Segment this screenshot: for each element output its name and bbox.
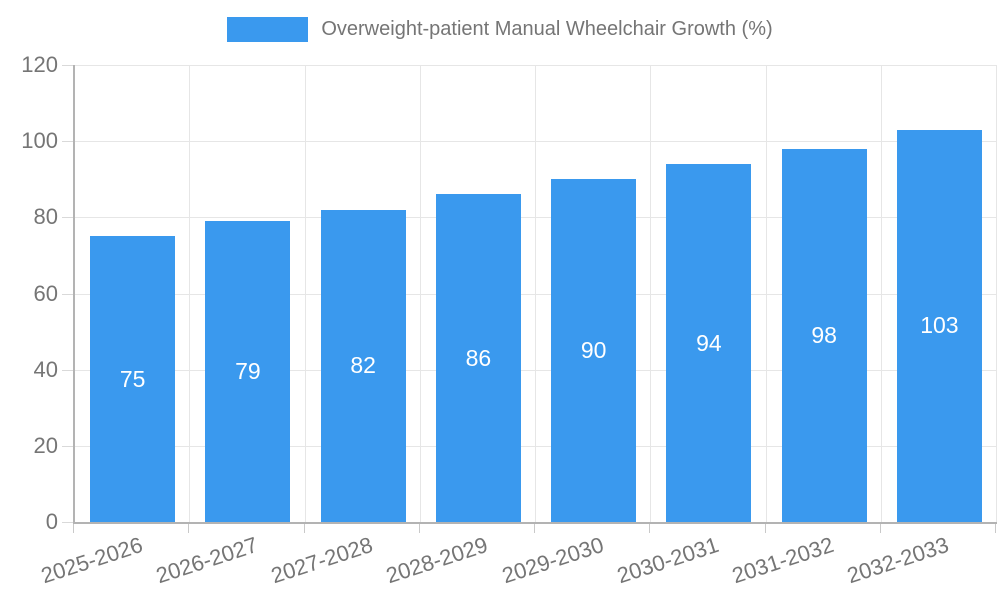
y-axis-tick-label: 120 <box>21 52 58 77</box>
bar[interactable]: 75 <box>90 236 176 522</box>
bar[interactable]: 90 <box>551 179 637 522</box>
x-axis-tick <box>649 524 651 533</box>
legend: Overweight-patient Manual Wheelchair Gro… <box>0 17 1000 42</box>
bar-value-label: 82 <box>350 352 376 379</box>
grid-line-vertical <box>419 65 421 522</box>
y-axis-tick <box>62 217 73 219</box>
x-axis-tick <box>764 524 766 533</box>
grid-line-vertical <box>996 65 997 522</box>
bar[interactable]: 103 <box>896 129 982 522</box>
bar-value-label: 86 <box>465 344 492 371</box>
x-axis-tick <box>995 524 996 533</box>
y-axis-tick-label: 100 <box>21 128 58 154</box>
x-axis-tick <box>73 524 74 533</box>
x-axis-tick <box>534 524 535 533</box>
y-axis-tick <box>62 141 73 143</box>
bar-value-label: 90 <box>580 337 607 364</box>
grid-line-horizontal <box>75 217 997 219</box>
x-axis-tick <box>188 524 190 533</box>
grid-line-vertical <box>765 65 767 522</box>
bar[interactable]: 86 <box>435 194 521 522</box>
y-axis-tick-label: 20 <box>33 432 58 458</box>
bar-value-label: 79 <box>235 358 261 385</box>
y-axis-tick <box>62 369 73 371</box>
grid-line-vertical <box>880 65 882 522</box>
grid-line-horizontal <box>75 445 997 447</box>
y-axis-tick-label: 80 <box>33 204 58 230</box>
legend-label: Overweight-patient Manual Wheelchair Gro… <box>321 18 773 40</box>
bar-value-label: 98 <box>811 321 837 348</box>
x-axis-tick <box>879 524 881 533</box>
legend-swatch <box>227 17 309 42</box>
bar-value-label: 75 <box>119 365 146 392</box>
y-axis-tick-label: 0 <box>45 509 58 534</box>
y-axis-tick <box>62 293 73 295</box>
grid-line-horizontal <box>75 293 997 295</box>
y-axis-tick <box>62 65 73 66</box>
y-axis-tick <box>62 445 73 447</box>
grid-line-horizontal <box>75 141 997 143</box>
bar[interactable]: 94 <box>666 164 752 522</box>
x-axis-tick <box>418 524 420 533</box>
plot-area: 75 79 82 86 90 94 98 103 <box>73 65 997 524</box>
bar-value-label: 94 <box>696 329 722 356</box>
grid-line-vertical <box>650 65 652 522</box>
bar-value-label: 103 <box>920 312 959 339</box>
grid-line-horizontal <box>75 369 997 371</box>
bar[interactable]: 98 <box>781 148 867 522</box>
grid-line-horizontal <box>75 65 997 66</box>
y-axis-tick-label: 40 <box>33 356 58 382</box>
bar[interactable]: 82 <box>320 209 406 522</box>
grid-line-vertical <box>304 65 306 522</box>
y-axis-tick <box>62 522 73 523</box>
bar[interactable]: 79 <box>205 221 291 522</box>
y-axis-tick-label: 60 <box>33 280 58 306</box>
x-axis-tick <box>303 524 305 533</box>
grid-line-vertical <box>535 65 536 522</box>
grid-line-vertical <box>189 65 191 522</box>
